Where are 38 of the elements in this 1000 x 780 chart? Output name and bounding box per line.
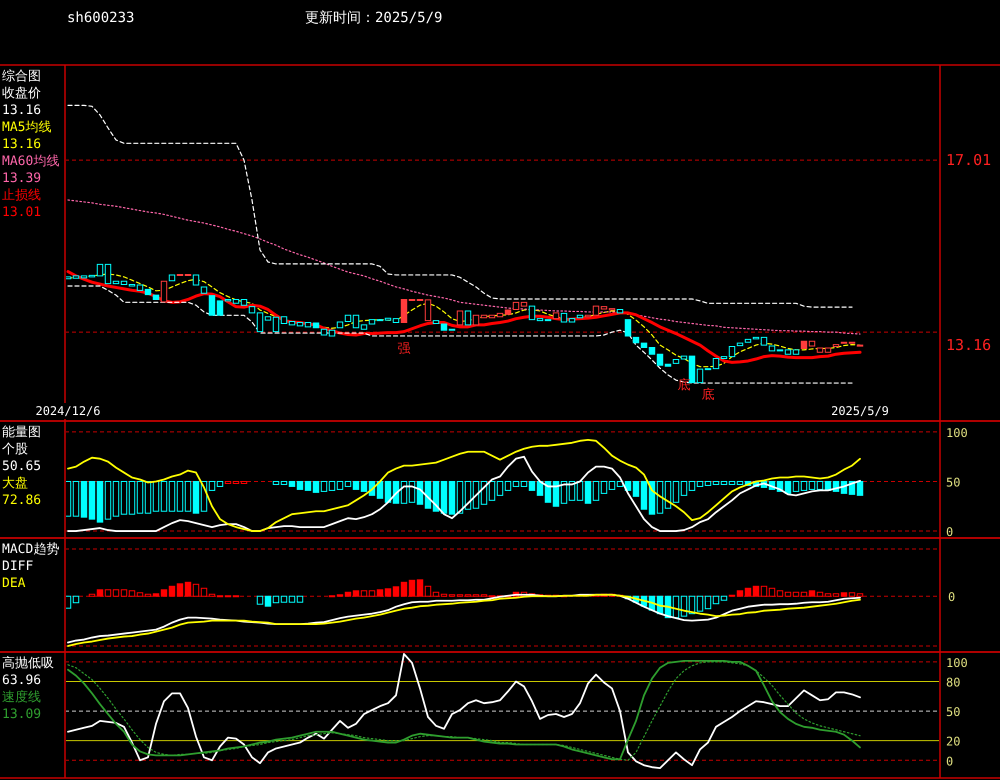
x-tick-label: 2025/5/9 — [831, 404, 889, 418]
y-tick-label: 20 — [946, 734, 960, 749]
x-tick-label: 2024/12/6 — [35, 404, 101, 418]
text: 更新时间：2025/5/9 — [305, 10, 442, 26]
text: 底 — [702, 388, 714, 403]
text: 13.01 — [2, 205, 42, 220]
text: 止损线 — [2, 188, 41, 203]
text: DEA — [2, 576, 26, 591]
y-tick-label: 13.16 — [946, 336, 992, 354]
y-tick-label: 50 — [946, 705, 960, 720]
text: MA5均线 — [2, 120, 52, 135]
text: 底 — [678, 378, 690, 394]
text: DIFF — [2, 559, 34, 574]
text: 13.16 — [2, 103, 42, 118]
text: 个股 — [2, 442, 28, 457]
text: 50.65 — [2, 459, 42, 474]
text: 速度线 — [2, 689, 41, 705]
y-tick-label: 100 — [946, 656, 968, 670]
y-tick-label: 17.01 — [946, 151, 992, 170]
text: 13.16 — [2, 137, 42, 152]
text: 大盘 — [2, 476, 28, 491]
text: 72.86 — [2, 493, 42, 508]
text: 63.96 — [2, 673, 42, 688]
chart-title: 综合图 — [2, 69, 41, 84]
chart-title: 能量图 — [2, 425, 41, 440]
text: 高抛低吸 — [2, 655, 54, 671]
y-tick-label: 80 — [946, 676, 960, 690]
y-tick-label: 50 — [946, 475, 960, 490]
y-tick-label: 0 — [946, 525, 954, 540]
text: 13.39 — [2, 171, 42, 186]
text: 强 — [398, 342, 410, 357]
text: MA60均线 — [2, 154, 60, 169]
y-tick-label: 100 — [946, 426, 968, 440]
chart-title: MACD趋势 — [2, 542, 60, 557]
text: sh600233 — [67, 10, 134, 26]
text: 13.09 — [2, 707, 42, 722]
y-tick-label: 0 — [946, 754, 954, 768]
text: 收盘价 — [2, 86, 41, 101]
